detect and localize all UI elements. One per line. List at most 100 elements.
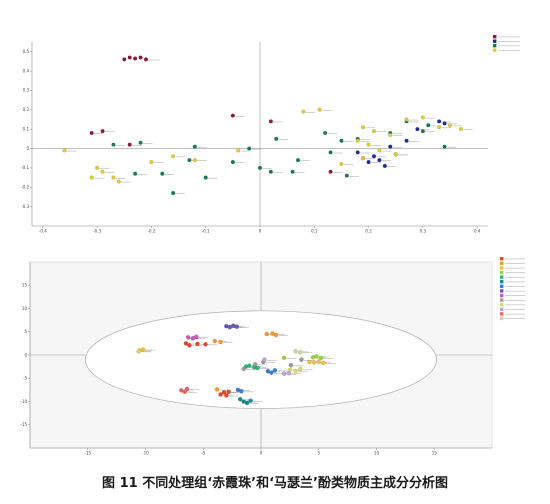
data-point (426, 123, 431, 128)
data-point (247, 363, 252, 368)
y-tick-label: 0 (26, 146, 29, 151)
data-point (187, 158, 192, 163)
data-point (138, 140, 143, 145)
legend-swatch (500, 298, 504, 302)
x-tick-label: -5 (201, 451, 205, 456)
y-tick-label: -15 (20, 422, 27, 427)
data-point (318, 355, 324, 361)
data-point (203, 342, 208, 347)
data-point (237, 396, 243, 402)
data-point (298, 349, 303, 355)
data-point (252, 362, 258, 367)
data-point (192, 158, 197, 163)
data-point (262, 357, 267, 362)
data-point (171, 154, 176, 159)
score-plot: -15 -10 -5 0 5 10 15 -15 -10 -5 0 5 10 15 (20, 257, 525, 456)
y-tick-label: 15 (22, 283, 28, 288)
data-point (89, 175, 94, 180)
data-point (382, 163, 387, 169)
data-point (218, 392, 223, 397)
data-point (272, 368, 278, 373)
x-tick-label: -15 (84, 451, 91, 456)
data-point (62, 148, 67, 153)
data-point (361, 125, 366, 130)
data-point (317, 107, 322, 112)
data-point (314, 354, 319, 359)
x-tick-label: 0.4 (474, 229, 481, 234)
data-point (182, 389, 188, 394)
y-tick-label: -0.1 (21, 165, 29, 170)
data-point (127, 142, 132, 147)
confidence-ellipse (85, 310, 437, 409)
data-point (183, 341, 189, 346)
data-point (437, 119, 442, 124)
legend-swatch (500, 257, 504, 261)
x-tick-label: -0.1 (202, 229, 210, 234)
data-point (286, 370, 291, 376)
data-point (241, 366, 246, 372)
x-tick-label: 15 (432, 451, 438, 456)
legend-swatch (500, 270, 504, 275)
x-tick-label: 0.1 (311, 229, 318, 234)
data-point (116, 179, 121, 184)
data-point (257, 165, 263, 170)
data-point (377, 148, 382, 153)
data-point (388, 144, 393, 149)
data-point (301, 109, 306, 114)
legend-swatch (500, 284, 504, 288)
x-tick-label: 0 (259, 229, 262, 234)
legend-swatch (500, 266, 504, 270)
figure-caption: 图 11 不同处理组‘赤霞珠’和‘马瑟兰’酚类物质主成分分析图 (102, 476, 448, 491)
data-point (255, 365, 260, 371)
data-point (203, 175, 208, 180)
data-point (274, 136, 279, 141)
x-tick-label: 5 (317, 451, 320, 456)
data-point (111, 142, 116, 147)
data-point (171, 191, 176, 196)
legend-swatch (493, 35, 497, 39)
cluster-point (122, 57, 127, 62)
data-point (273, 332, 279, 338)
data-point (447, 123, 453, 128)
data-point (192, 144, 197, 149)
data-point (344, 173, 349, 178)
cluster-point (143, 57, 149, 62)
data-point (100, 169, 105, 174)
x-tick-label: -10 (142, 451, 149, 456)
data-point (100, 129, 105, 134)
data-point (281, 371, 287, 376)
data-point (371, 154, 377, 159)
data-point (404, 117, 409, 122)
data-point (388, 132, 393, 138)
data-point (323, 130, 328, 136)
data-point (339, 138, 344, 143)
data-point (187, 342, 192, 348)
data-point (212, 338, 218, 344)
x-tick-label: 0.2 (365, 229, 372, 234)
data-point (415, 127, 420, 132)
data-point (339, 161, 344, 167)
y-tick-label: 0.1 (23, 126, 30, 131)
data-point (420, 115, 425, 120)
data-point (404, 138, 409, 143)
y-tick-label: 5 (24, 329, 27, 334)
y-tick-label: -0.3 (21, 204, 29, 209)
legend-swatch (500, 312, 504, 316)
legend-swatch (500, 280, 504, 284)
data-point (377, 158, 382, 163)
data-point (355, 138, 360, 143)
data-point (293, 368, 298, 374)
data-point (321, 360, 326, 366)
data-point (226, 389, 231, 394)
cluster-point (138, 55, 143, 60)
data-point (442, 121, 447, 126)
data-point (230, 160, 235, 165)
x-tick-label: -0.4 (39, 229, 47, 234)
data-point (371, 129, 377, 134)
data-point (194, 334, 199, 340)
legend-swatch (500, 289, 504, 293)
data-point (160, 171, 165, 176)
data-point (224, 393, 229, 398)
x-tick-label: 0.3 (420, 229, 427, 234)
